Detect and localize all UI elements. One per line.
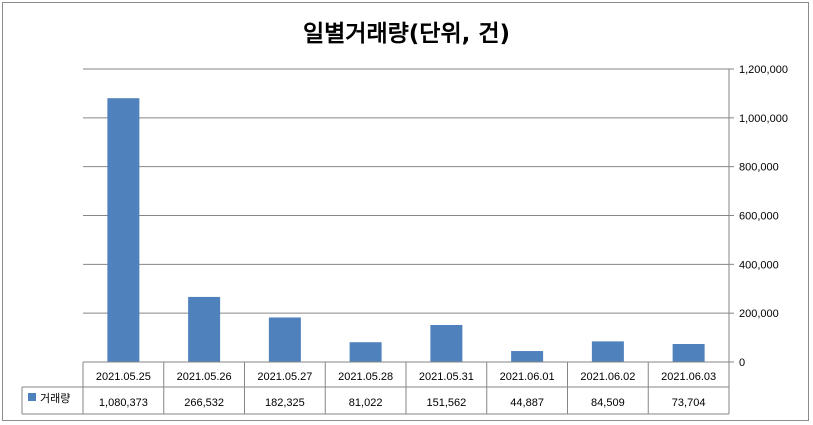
value-label: 81,022 [349,397,383,409]
legend-swatch [28,393,36,401]
category-label: 2021.05.31 [419,371,474,383]
bars [107,98,705,362]
value-label: 266,532 [184,397,224,409]
value-label: 151,562 [426,397,466,409]
value-label: 73,704 [672,397,706,409]
bar [430,324,463,362]
category-label: 2021.06.03 [661,371,716,383]
y-tick-label: 200,000 [739,308,779,320]
category-label: 2021.05.26 [177,371,232,383]
bar [591,341,624,362]
value-label: 182,325 [265,397,305,409]
category-label: 2021.05.28 [338,371,393,383]
category-label: 2021.05.27 [257,371,312,383]
y-tick-label: 1,200,000 [739,64,788,76]
y-axis: 0 200,000 400,000 600,000 800,000 1,000,000 1,… [728,64,788,369]
category-label: 2021.06.02 [580,371,635,383]
y-tick-label: 0 [739,357,745,369]
y-tick-label: 1,000,000 [739,113,788,125]
data-table: 2021.05.25 1,080,373 2021.05.26 266,532 2021… [21,361,730,415]
bar [268,317,301,362]
bar [511,351,544,362]
chart-title: 일별거래량(단위, 건) [302,21,511,47]
value-label: 1,080,373 [99,397,148,409]
category-label: 2021.05.25 [96,371,151,383]
y-tick-label: 400,000 [739,259,779,271]
category-label: 2021.06.01 [500,371,555,383]
y-tick-label: 800,000 [739,162,779,174]
bar [188,296,221,362]
bar [672,344,705,362]
y-tick-label: 600,000 [739,211,779,223]
legend-label: 거래량 [40,392,70,405]
bar [349,342,382,362]
value-label: 44,887 [510,397,544,409]
value-label: 84,509 [591,397,625,409]
gridlines [83,68,729,363]
bar [107,98,140,362]
